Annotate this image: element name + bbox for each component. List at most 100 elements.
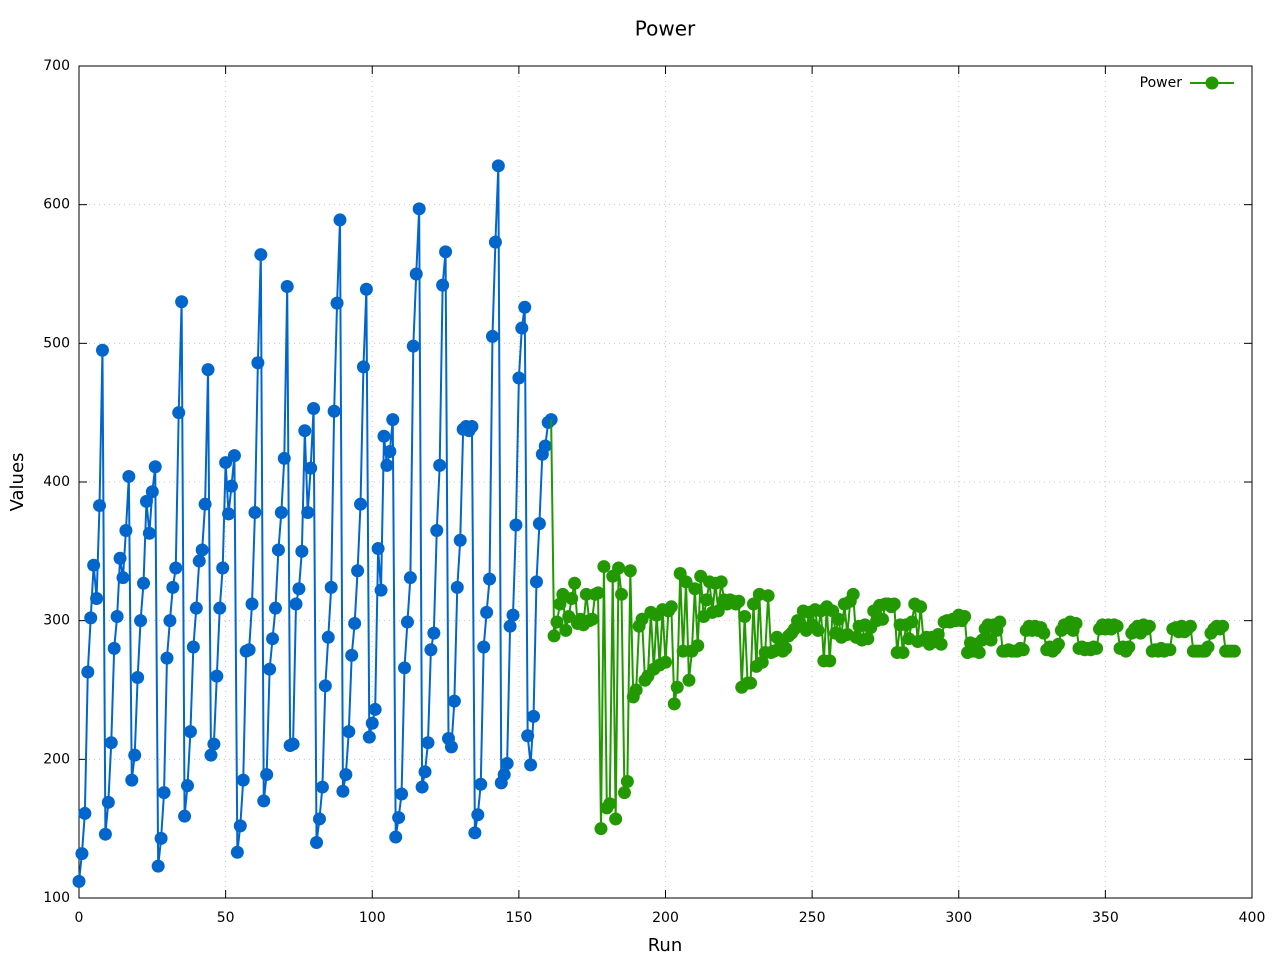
point <box>330 296 344 310</box>
point <box>503 619 517 633</box>
point <box>104 736 118 750</box>
y-tick-label: 100 <box>43 890 70 906</box>
point <box>354 497 368 511</box>
point <box>163 614 177 628</box>
point <box>430 524 444 538</box>
series-connector <box>550 419 556 636</box>
point <box>529 575 543 589</box>
point <box>201 363 215 377</box>
point <box>1183 619 1197 633</box>
point <box>289 597 303 611</box>
point <box>148 460 162 474</box>
point <box>142 526 156 540</box>
point <box>107 641 121 655</box>
y-tick-label: 200 <box>43 751 70 767</box>
point <box>266 632 280 646</box>
point <box>483 572 497 586</box>
point <box>568 576 582 590</box>
point <box>277 451 291 465</box>
point <box>398 661 412 675</box>
series-line <box>78 164 552 882</box>
point <box>846 587 860 601</box>
point <box>488 235 502 249</box>
point <box>271 543 285 557</box>
point <box>371 542 385 556</box>
point <box>181 779 195 793</box>
point <box>447 694 461 708</box>
point <box>550 615 564 629</box>
point <box>779 641 793 655</box>
point <box>832 612 846 626</box>
point <box>260 768 274 782</box>
point <box>222 507 236 521</box>
chart-title: Power <box>635 17 696 41</box>
point <box>515 321 529 335</box>
point <box>227 449 241 463</box>
point <box>362 730 376 744</box>
point <box>433 458 447 472</box>
point <box>116 571 130 585</box>
point <box>78 806 92 820</box>
x-tick-label: 50 <box>217 910 235 926</box>
point <box>310 836 324 850</box>
point <box>439 245 453 259</box>
point <box>1142 619 1156 633</box>
point <box>125 773 139 787</box>
point <box>336 784 350 798</box>
point <box>348 616 362 630</box>
point <box>444 740 458 754</box>
point <box>436 278 450 292</box>
point <box>248 506 262 520</box>
point <box>811 623 825 637</box>
x-tick-label: 250 <box>799 910 826 926</box>
point <box>178 809 192 823</box>
point <box>186 640 200 654</box>
point <box>761 589 775 603</box>
point <box>365 716 379 730</box>
point <box>562 610 576 624</box>
point <box>263 662 277 676</box>
point <box>233 819 247 833</box>
point <box>216 561 230 575</box>
point <box>98 827 112 841</box>
point <box>1216 619 1230 633</box>
plot-frame <box>78 65 1253 899</box>
point <box>374 583 388 597</box>
point <box>876 612 890 626</box>
point <box>823 654 837 668</box>
point <box>224 479 238 493</box>
point <box>406 339 420 353</box>
point <box>603 797 617 811</box>
point <box>377 429 391 443</box>
point <box>301 506 315 520</box>
point <box>887 597 901 611</box>
point <box>623 564 637 578</box>
point <box>1110 619 1124 633</box>
point <box>318 679 332 693</box>
point <box>145 485 159 499</box>
point <box>972 646 986 660</box>
point <box>711 604 725 618</box>
point <box>667 697 681 711</box>
point <box>905 615 919 629</box>
point <box>131 671 145 685</box>
point <box>166 580 180 594</box>
point <box>914 600 928 614</box>
point <box>1016 643 1030 657</box>
point <box>418 765 432 779</box>
point <box>151 859 165 873</box>
point <box>403 571 417 585</box>
point <box>518 300 532 314</box>
point <box>597 560 611 574</box>
point <box>412 202 426 216</box>
point <box>280 279 294 293</box>
legend-label: Power <box>1140 75 1183 91</box>
point <box>128 748 142 762</box>
point <box>984 633 998 647</box>
point <box>547 629 561 643</box>
point <box>119 524 133 538</box>
point <box>392 811 406 825</box>
point <box>389 830 403 844</box>
point <box>242 643 256 657</box>
point <box>746 597 760 611</box>
